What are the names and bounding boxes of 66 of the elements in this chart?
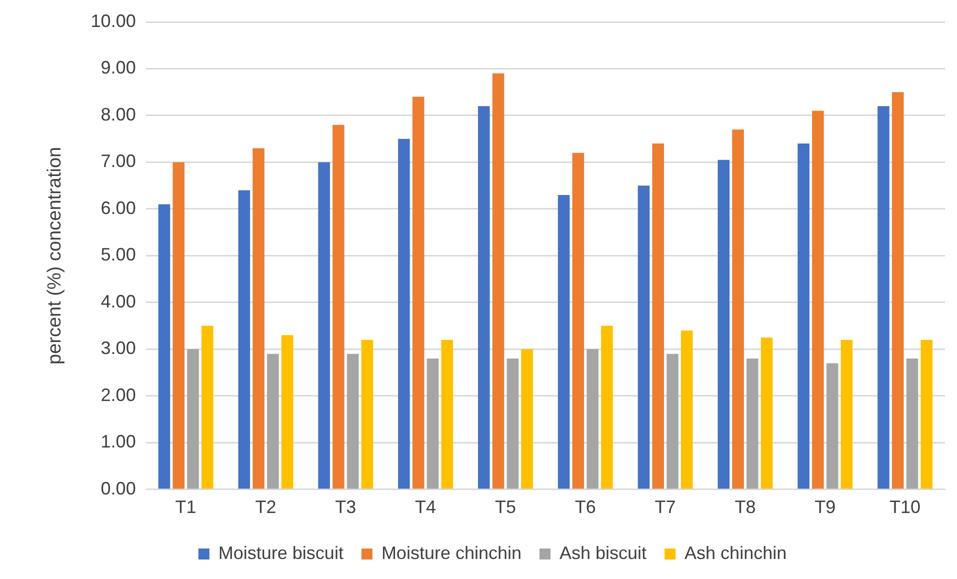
- legend-label: Ash biscuit: [560, 542, 647, 563]
- bar: [478, 106, 490, 489]
- x-tick-label: T5: [494, 497, 516, 518]
- y-tick-label: 5.00: [100, 244, 136, 265]
- x-tick-label: T7: [654, 497, 676, 518]
- bar: [412, 96, 424, 489]
- bar: [812, 110, 824, 489]
- bar: [906, 358, 918, 489]
- bar: [441, 340, 454, 489]
- bar: [238, 190, 250, 489]
- bar: [652, 144, 664, 489]
- bar: [826, 363, 838, 489]
- y-tick-label: 0.00: [100, 478, 136, 498]
- y-tick-label: 3.00: [100, 338, 136, 358]
- bar: [426, 358, 439, 489]
- bar: [398, 138, 410, 489]
- x-tick-label: T8: [734, 497, 756, 518]
- x-tick-label: T9: [814, 497, 836, 518]
- bar: [920, 340, 933, 489]
- bar: [878, 106, 890, 489]
- bar: [680, 330, 693, 489]
- x-tick-label: T4: [415, 497, 436, 518]
- bar: [718, 160, 730, 489]
- legend-label: Moisture biscuit: [218, 542, 344, 563]
- x-tick-label: T10: [890, 497, 921, 518]
- bar: [346, 354, 359, 489]
- y-tick-label: 1.00: [100, 432, 136, 452]
- x-tick-label: T1: [175, 497, 196, 518]
- x-tick-label: T2: [255, 497, 276, 518]
- bar: [361, 340, 374, 489]
- y-tick-label: 4.00: [100, 291, 136, 312]
- bar: [638, 186, 650, 489]
- bar: [318, 162, 330, 489]
- bar: [492, 73, 504, 489]
- bar: [506, 358, 519, 489]
- bar: [521, 349, 533, 489]
- bar: [601, 326, 613, 489]
- y-tick-label: 10.00: [90, 10, 136, 31]
- legend-label: Moisture chinchin: [381, 542, 522, 563]
- bar: [267, 354, 279, 489]
- x-tick-label: T3: [335, 497, 356, 518]
- bar: [746, 358, 758, 489]
- y-axis-title: percent (%) concentration: [44, 146, 66, 364]
- bar: [558, 194, 570, 489]
- bar: [201, 326, 214, 489]
- bar: [572, 152, 584, 489]
- y-tick-label: 8.00: [100, 104, 136, 124]
- bar: [332, 124, 344, 489]
- y-tick-label: 7.00: [100, 151, 136, 172]
- bar: [732, 130, 744, 489]
- y-tick-label: 2.00: [100, 384, 136, 405]
- bar: [187, 349, 199, 489]
- bar: [892, 92, 904, 489]
- y-tick-label: 9.00: [100, 58, 136, 78]
- y-tick-label: 6.00: [100, 198, 136, 218]
- x-tick-label: T6: [574, 497, 596, 518]
- bar: [586, 349, 598, 489]
- bar: [666, 354, 678, 489]
- bar: [158, 204, 170, 489]
- bar: [760, 337, 773, 489]
- bar: [252, 148, 264, 489]
- bar: [840, 340, 853, 489]
- legend-label: Ash chinchin: [684, 542, 787, 563]
- bar: [798, 144, 810, 489]
- bar: [172, 162, 185, 489]
- bar: [281, 335, 294, 489]
